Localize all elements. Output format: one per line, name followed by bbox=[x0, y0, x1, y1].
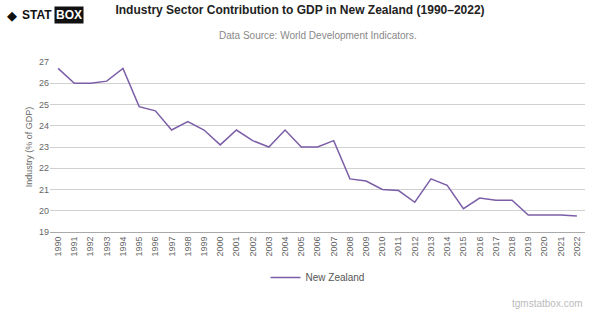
svg-text:1997: 1997 bbox=[167, 237, 177, 257]
svg-text:tgmstatbox.com: tgmstatbox.com bbox=[512, 298, 583, 309]
svg-text:20: 20 bbox=[39, 206, 49, 216]
svg-text:2021: 2021 bbox=[556, 237, 566, 257]
svg-text:Industry (% of GDP): Industry (% of GDP) bbox=[24, 107, 34, 188]
svg-text:2017: 2017 bbox=[491, 237, 501, 257]
svg-text:2016: 2016 bbox=[475, 237, 485, 257]
svg-text:2005: 2005 bbox=[296, 237, 306, 257]
svg-text:2020: 2020 bbox=[539, 237, 549, 257]
svg-text:1996: 1996 bbox=[150, 237, 160, 257]
svg-text:2014: 2014 bbox=[442, 237, 452, 257]
svg-text:2003: 2003 bbox=[264, 237, 274, 257]
svg-text:22: 22 bbox=[39, 163, 49, 173]
svg-text:1994: 1994 bbox=[118, 237, 128, 257]
svg-text:1999: 1999 bbox=[199, 237, 209, 257]
svg-text:21: 21 bbox=[39, 185, 49, 195]
svg-text:2000: 2000 bbox=[215, 237, 225, 257]
svg-text:23: 23 bbox=[39, 142, 49, 152]
svg-text:2019: 2019 bbox=[523, 237, 533, 257]
svg-text:2006: 2006 bbox=[312, 237, 322, 257]
svg-text:Industry Sector Contribution t: Industry Sector Contribution to GDP in N… bbox=[115, 3, 484, 17]
svg-text:◆: ◆ bbox=[7, 8, 17, 23]
svg-text:2013: 2013 bbox=[426, 237, 436, 257]
svg-text:2015: 2015 bbox=[458, 237, 468, 257]
svg-text:2007: 2007 bbox=[329, 237, 339, 257]
svg-text:BOX: BOX bbox=[56, 8, 82, 22]
svg-text:2001: 2001 bbox=[231, 237, 241, 257]
svg-text:2022: 2022 bbox=[572, 237, 582, 257]
svg-text:19: 19 bbox=[39, 227, 49, 237]
svg-text:2002: 2002 bbox=[248, 237, 258, 257]
svg-text:1992: 1992 bbox=[85, 237, 95, 257]
svg-text:26: 26 bbox=[39, 78, 49, 88]
svg-text:24: 24 bbox=[39, 121, 49, 131]
svg-text:27: 27 bbox=[39, 57, 49, 67]
svg-text:2010: 2010 bbox=[377, 237, 387, 257]
svg-text:1998: 1998 bbox=[183, 237, 193, 257]
svg-text:25: 25 bbox=[39, 100, 49, 110]
svg-text:Data Source: World Development: Data Source: World Development Indicator… bbox=[219, 30, 417, 41]
svg-text:1993: 1993 bbox=[102, 237, 112, 257]
svg-text:2018: 2018 bbox=[507, 237, 517, 257]
svg-text:2011: 2011 bbox=[393, 237, 403, 256]
svg-text:New Zealand: New Zealand bbox=[306, 272, 365, 283]
svg-text:STAT: STAT bbox=[22, 8, 52, 22]
svg-text:2008: 2008 bbox=[345, 237, 355, 257]
svg-text:2012: 2012 bbox=[410, 237, 420, 257]
svg-text:1991: 1991 bbox=[69, 237, 79, 257]
svg-text:2009: 2009 bbox=[361, 237, 371, 257]
svg-text:2004: 2004 bbox=[280, 237, 290, 257]
svg-text:1995: 1995 bbox=[134, 237, 144, 257]
svg-text:1990: 1990 bbox=[53, 237, 63, 257]
